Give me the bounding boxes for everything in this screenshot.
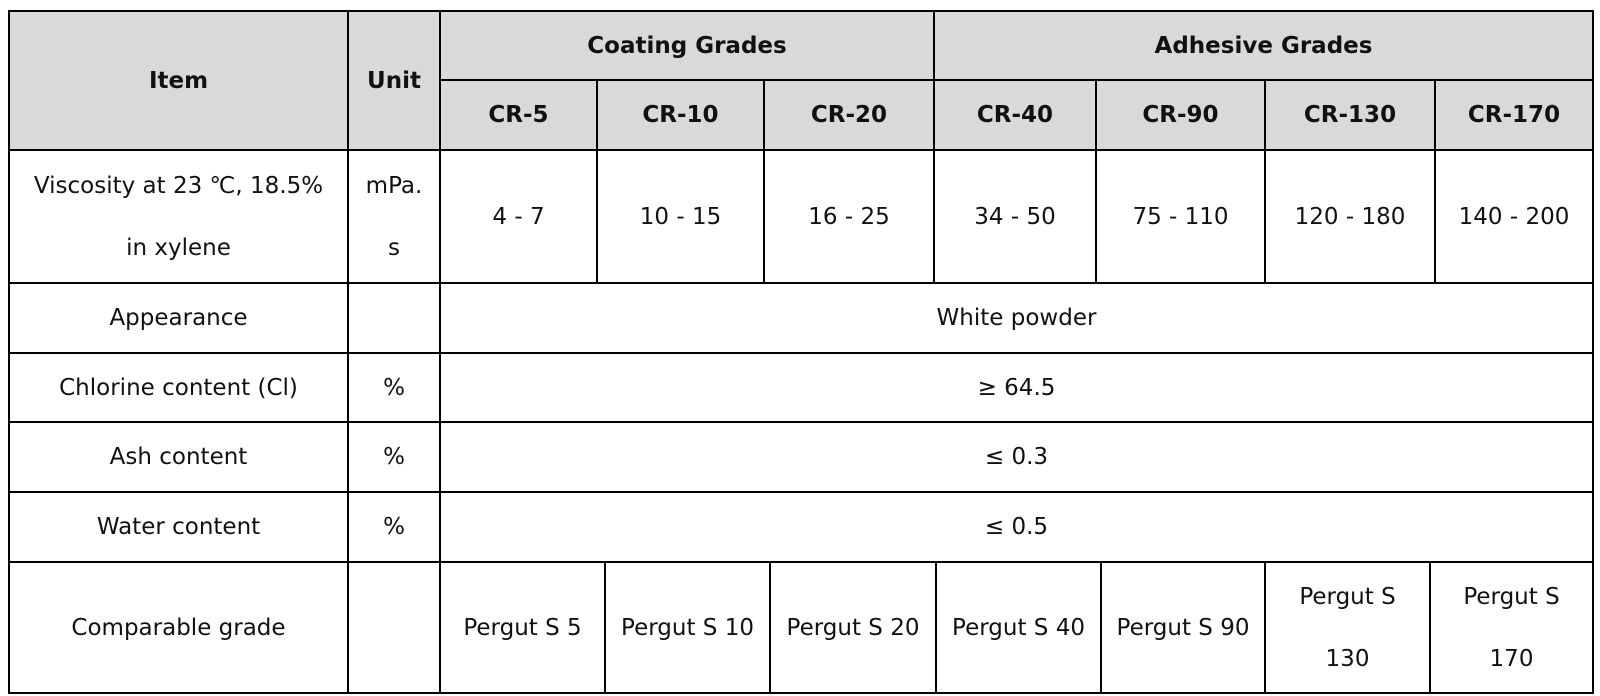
grade-header-text: CR-130 <box>1303 102 1397 128</box>
grade-header-text: CR-90 <box>1142 102 1219 128</box>
value-cell-text: Pergut S 10 <box>621 614 754 641</box>
header-cell: Item <box>8 10 349 151</box>
item-cell-text: Appearance <box>109 305 248 331</box>
item-cell-text: Viscosity at 23 ℃, 18.5% in xylene <box>33 172 324 261</box>
value-cell-text: ≥ 64.5 <box>977 374 1056 401</box>
item-cell-text: Comparable grade <box>71 614 286 641</box>
item-cell-text: Water content <box>96 514 261 540</box>
unit-cell-text: % <box>383 514 405 540</box>
value-cell: 10 - 15 <box>596 149 765 284</box>
value-cell: ≤ 0.3 <box>439 421 1594 493</box>
unit-cell: % <box>347 421 441 493</box>
value-cell: Pergut S 90 <box>1100 561 1266 694</box>
item-cell: Ash content <box>8 421 349 493</box>
value-cell-text: 10 - 15 <box>639 203 722 230</box>
unit-cell: mPa. s <box>347 149 441 284</box>
value-cell: 120 - 180 <box>1264 149 1436 284</box>
value-cell-text: ≤ 0.3 <box>984 444 1049 470</box>
group-header: Coating Grades <box>439 10 935 81</box>
unit-cell-text: % <box>383 444 405 470</box>
unit-cell: % <box>347 491 441 563</box>
value-cell-text: White powder <box>936 305 1097 331</box>
group-header: Adhesive Grades <box>933 10 1594 81</box>
value-cell: Pergut S 5 <box>439 561 606 694</box>
group-header-text: Coating Grades <box>587 32 787 59</box>
value-cell-text: Pergut S 5 <box>463 614 582 641</box>
unit-cell: % <box>347 352 441 423</box>
grade-header: CR-5 <box>439 79 598 151</box>
value-cell: Pergut S 10 <box>604 561 771 694</box>
value-cell: Pergut S 130 <box>1264 561 1431 694</box>
grade-header-text: CR-5 <box>488 102 549 128</box>
value-cell-text: 34 - 50 <box>974 203 1056 230</box>
value-cell: 16 - 25 <box>763 149 935 284</box>
header-cell: Unit <box>347 10 441 151</box>
header-cell-text: Unit <box>367 67 421 94</box>
value-cell-text: Pergut S 170 <box>1463 583 1560 672</box>
grade-header: CR-20 <box>763 79 935 151</box>
value-cell-text: 75 - 110 <box>1132 203 1229 230</box>
grade-header-text: CR-40 <box>976 102 1054 128</box>
value-cell: ≤ 0.5 <box>439 491 1594 563</box>
grade-header-text: CR-20 <box>810 102 888 128</box>
grade-header: CR-130 <box>1264 79 1436 151</box>
value-cell-text: 140 - 200 <box>1458 203 1570 230</box>
value-cell: 140 - 200 <box>1434 149 1594 284</box>
value-cell: Pergut S 20 <box>769 561 937 694</box>
group-header-text: Adhesive Grades <box>1154 32 1373 59</box>
item-cell: Comparable grade <box>8 561 349 694</box>
grade-header-text: CR-170 <box>1467 102 1561 128</box>
value-cell: 34 - 50 <box>933 149 1097 284</box>
header-cell-text: Item <box>148 67 209 94</box>
value-cell: ≥ 64.5 <box>439 352 1594 423</box>
grade-header: CR-170 <box>1434 79 1594 151</box>
value-cell: 75 - 110 <box>1095 149 1266 284</box>
unit-cell-text: % <box>383 374 405 401</box>
grade-header-text: CR-10 <box>642 102 719 128</box>
value-cell-text: Pergut S 40 <box>952 614 1085 641</box>
item-cell-text: Ash content <box>109 444 248 470</box>
item-cell: Chlorine content (Cl) <box>8 352 349 423</box>
value-cell: White powder <box>439 282 1594 354</box>
item-cell: Viscosity at 23 ℃, 18.5% in xylene <box>8 149 349 284</box>
unit-cell-text: mPa. s <box>365 172 423 261</box>
value-cell-text: Pergut S 90 <box>1116 614 1250 641</box>
unit-cell <box>347 282 441 354</box>
item-cell: Water content <box>8 491 349 563</box>
value-cell: Pergut S 170 <box>1429 561 1594 694</box>
grade-header: CR-90 <box>1095 79 1266 151</box>
value-cell-text: 16 - 25 <box>808 203 890 230</box>
value-cell: 4 - 7 <box>439 149 598 284</box>
value-cell-text: 4 - 7 <box>492 203 545 230</box>
grade-header: CR-40 <box>933 79 1097 151</box>
value-cell-text: 120 - 180 <box>1294 203 1406 230</box>
value-cell: Pergut S 40 <box>935 561 1102 694</box>
value-cell-text: Pergut S 20 <box>786 614 920 641</box>
item-cell: Appearance <box>8 282 349 354</box>
value-cell-text: Pergut S 130 <box>1299 583 1396 672</box>
value-cell-text: ≤ 0.5 <box>984 514 1049 540</box>
grade-header: CR-10 <box>596 79 765 151</box>
item-cell-text: Chlorine content (Cl) <box>59 374 298 401</box>
unit-cell <box>347 561 441 694</box>
